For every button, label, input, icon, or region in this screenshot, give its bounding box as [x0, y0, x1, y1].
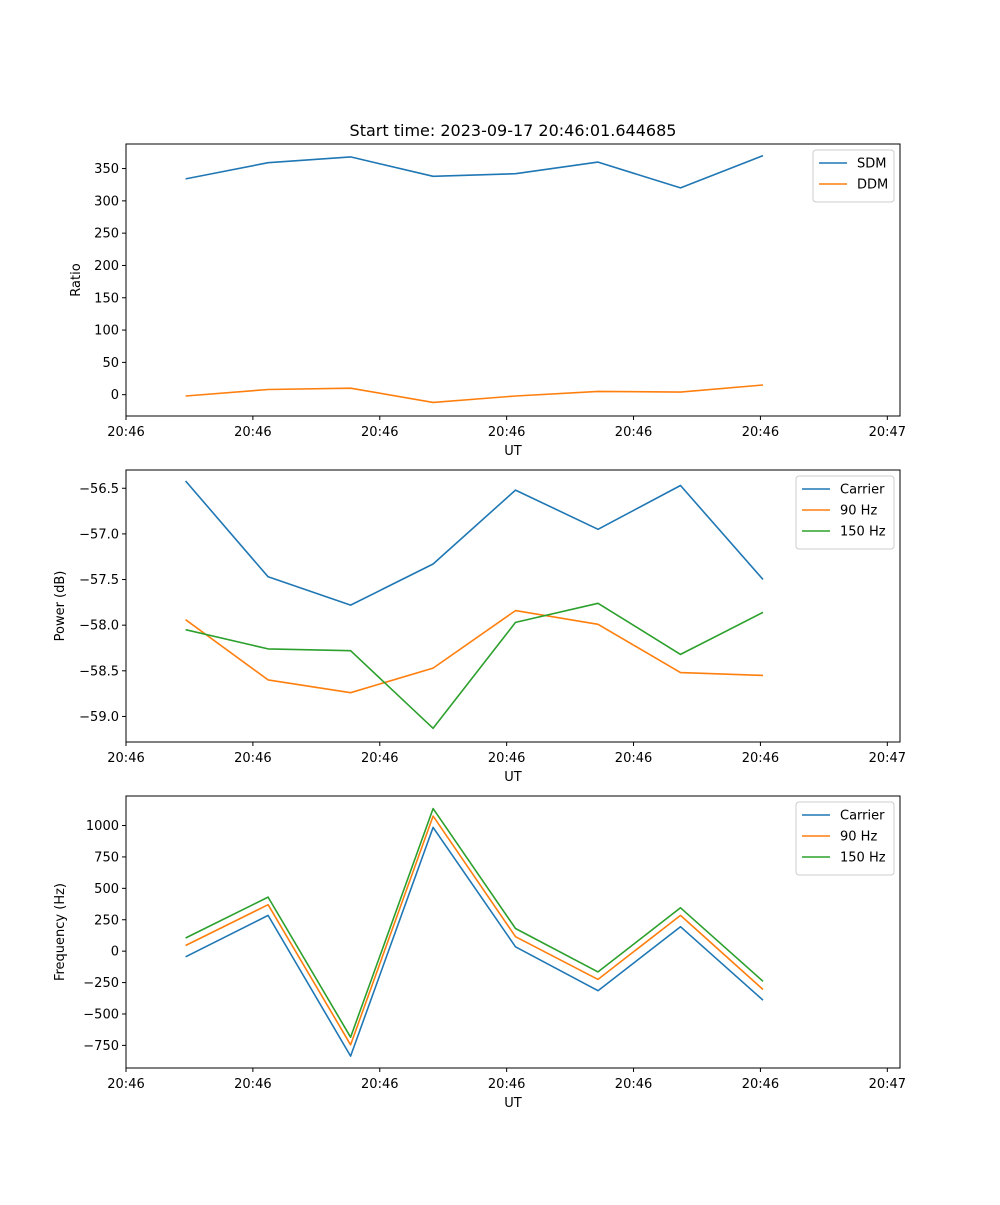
- x-axis-label: UT: [504, 444, 522, 459]
- y-tick-label: 50: [102, 356, 119, 371]
- y-tick-label: 300: [94, 194, 119, 209]
- y-tick-label: −58.0: [79, 619, 119, 634]
- axes-frame: [125, 469, 901, 743]
- x-tick-label: 20:46: [615, 751, 652, 766]
- legend-label-150-hz: 150 Hz: [840, 525, 886, 540]
- chart-panel-2: 20:46 20:46 20:46 20:46 20:46 20:46 20:47 −59.0…: [53, 469, 906, 785]
- x-tick-label: 20:46: [234, 1077, 271, 1092]
- y-tick-label: −59.0: [79, 710, 119, 725]
- x-tick-label: 20:46: [488, 425, 525, 440]
- y-tick-label: −58.5: [79, 664, 119, 679]
- x-tick-label: 20:46: [361, 425, 398, 440]
- chart-panel-1: 20:46 20:46 20:46 20:46 20:46 20:46 20:47 0 50 10…: [69, 143, 906, 459]
- y-axis-label: Power (dB): [53, 571, 68, 642]
- x-tick-label: 20:46: [615, 1077, 652, 1092]
- series-line-150-hz: [185, 602, 764, 730]
- legend-label-90-hz: 90 Hz: [840, 830, 877, 845]
- y-axis-label: Frequency (Hz): [53, 883, 68, 981]
- series-line-150-hz: [185, 807, 764, 1038]
- y-tick-label: 1000: [86, 819, 119, 834]
- y-tick-label: −250: [83, 976, 119, 991]
- legend-label-ddm: DDM: [857, 178, 888, 193]
- figure-title: Start time: 2023-09-17 20:46:01.644685: [350, 121, 677, 140]
- legend-label-sdm: SDM: [857, 157, 886, 172]
- y-axis-label: Ratio: [69, 263, 84, 296]
- x-axis-label: UT: [504, 770, 522, 785]
- series-line-ddm: [185, 384, 764, 404]
- x-tick-label: 20:46: [742, 751, 779, 766]
- x-tick-label: 20:46: [742, 425, 779, 440]
- y-tick-label: 250: [94, 913, 119, 928]
- y-tick-label: 200: [94, 259, 119, 274]
- legend-label-carrier: Carrier: [840, 483, 885, 498]
- charts-group: 20:46 20:46 20:46 20:46 20:46 20:46 20:47 0 50 10…: [53, 143, 906, 1111]
- series-line-carrier: [184, 480, 764, 606]
- y-tick-label: −500: [83, 1007, 119, 1022]
- x-tick-label: 20:46: [488, 1077, 525, 1092]
- legend-label-carrier: Carrier: [840, 809, 885, 824]
- x-tick-label: 20:47: [869, 751, 906, 766]
- x-tick-label: 20:46: [361, 751, 398, 766]
- y-tick-label: 0: [111, 945, 119, 960]
- legend-label-150-hz: 150 Hz: [840, 851, 886, 866]
- series-line-90-hz: [185, 815, 764, 1046]
- x-tick-label: 20:46: [615, 425, 652, 440]
- x-tick-label: 20:46: [361, 1077, 398, 1092]
- axes-frame: [125, 795, 901, 1069]
- y-tick-label: 150: [94, 291, 119, 306]
- x-tick-label: 20:46: [107, 425, 144, 440]
- x-tick-label: 20:46: [107, 751, 144, 766]
- y-tick-label: 500: [94, 882, 119, 897]
- y-tick-label: −56.5: [79, 482, 119, 497]
- series-line-sdm: [185, 154, 764, 189]
- legend-label-90-hz: 90 Hz: [840, 504, 877, 519]
- y-tick-label: −57.5: [79, 573, 119, 588]
- x-tick-label: 20:47: [869, 425, 906, 440]
- y-tick-label: −750: [83, 1039, 119, 1054]
- x-tick-label: 20:46: [234, 751, 271, 766]
- axes-frame: [125, 143, 901, 417]
- x-tick-label: 20:46: [234, 425, 271, 440]
- x-tick-label: 20:47: [869, 1077, 906, 1092]
- y-tick-label: 350: [94, 162, 119, 177]
- chart-panel-3: 20:46 20:46 20:46 20:46 20:46 20:46 20:47 −750 −…: [53, 795, 906, 1111]
- series-line-90-hz: [185, 609, 764, 694]
- x-axis-label: UT: [504, 1096, 522, 1111]
- y-tick-label: 250: [94, 227, 119, 242]
- y-tick-label: 750: [94, 850, 119, 865]
- x-tick-label: 20:46: [107, 1077, 144, 1092]
- series-line-carrier: [185, 826, 764, 1057]
- y-tick-label: 100: [94, 324, 119, 339]
- x-tick-label: 20:46: [742, 1077, 779, 1092]
- x-tick-label: 20:46: [488, 751, 525, 766]
- y-tick-label: −57.0: [79, 527, 119, 542]
- y-tick-label: 0: [111, 388, 119, 403]
